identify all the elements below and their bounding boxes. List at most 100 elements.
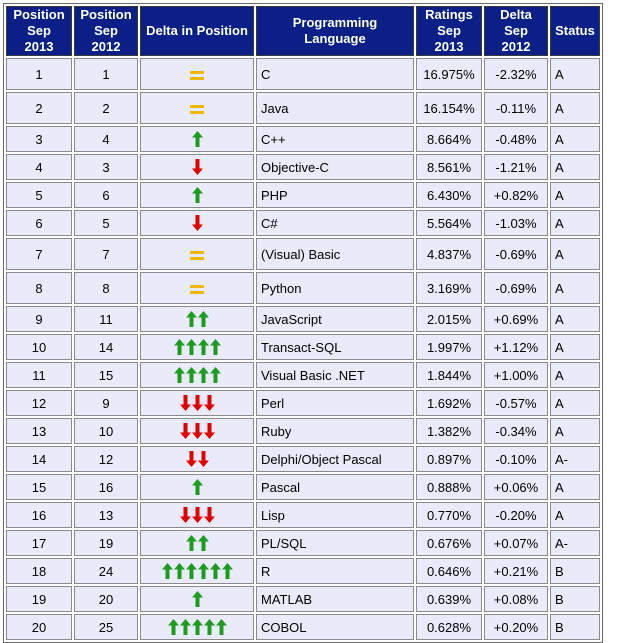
status-cell: A [550,502,600,528]
header-position-2012: Position Sep 2012 [74,6,138,56]
rating-cell: 0.646% [416,558,482,584]
delta-position-cell [140,390,254,416]
status-cell: A [550,182,600,208]
arrow-down-icon [191,507,203,524]
arrow-down-icon [191,159,203,176]
arrow-up-icon [167,619,179,636]
table-row: 6 5 C# 5.564% -1.03% A [6,210,600,236]
position-2013-cell: 3 [6,126,72,152]
delta-rating-cell: +0.21% [484,558,548,584]
delta-rating-cell: -0.11% [484,92,548,124]
equal-icon [190,104,204,114]
position-2013-cell: 20 [6,614,72,640]
rating-cell: 0.676% [416,530,482,556]
arrow-up-icon [209,367,221,384]
delta-rating-cell: -1.03% [484,210,548,236]
delta-position-cell [140,126,254,152]
language-name: (Visual) Basic [256,238,414,270]
position-2013-cell: 8 [6,272,72,304]
arrow-up-icon [209,563,221,580]
delta-rating-cell: -2.32% [484,58,548,90]
status-cell: A [550,238,600,270]
arrow-up-icon [221,563,233,580]
delta-rating-cell: +1.12% [484,334,548,360]
delta-rating-cell: +0.06% [484,474,548,500]
position-2012-cell: 24 [74,558,138,584]
language-name: Delphi/Object Pascal [256,446,414,472]
arrow-up-icon [191,591,203,608]
position-2013-cell: 12 [6,390,72,416]
status-cell: B [550,586,600,612]
delta-position-cell [140,238,254,270]
arrow-up-icon [179,619,191,636]
position-2013-cell: 13 [6,418,72,444]
equal-icon [190,70,204,80]
arrow-up-icon [185,535,197,552]
status-cell: A- [550,530,600,556]
arrow-up-icon [197,367,209,384]
delta-position-cell [140,306,254,332]
header-delta-position: Delta in Position [140,6,254,56]
position-2012-cell: 11 [74,306,138,332]
table-row: 11 15 Visual Basic .NET 1.844% +1.00% A [6,362,600,388]
language-ranking-table: Position Sep 2013 Position Sep 2012 Delta … [3,3,603,643]
arrow-up-icon [197,339,209,356]
header-language: Programming Language [256,6,414,56]
delta-rating-cell: -0.69% [484,272,548,304]
arrow-up-icon [197,311,209,328]
header-delta-ratings-line2: Sep 2012 [501,23,531,54]
language-name: Python [256,272,414,304]
arrow-down-icon [191,395,203,412]
delta-rating-cell: +1.00% [484,362,548,388]
header-ratings-line2: Sep 2013 [434,23,464,54]
table-row: 5 6 PHP 6.430% +0.82% A [6,182,600,208]
position-2013-cell: 5 [6,182,72,208]
table-row: 20 25 COBOL 0.628% +0.20% B [6,614,600,640]
header-position-2012-line2: Sep 2012 [91,23,121,54]
status-cell: A [550,306,600,332]
position-2013-cell: 14 [6,446,72,472]
position-2012-cell: 16 [74,474,138,500]
rating-cell: 0.628% [416,614,482,640]
language-name: Ruby [256,418,414,444]
table-row: 14 12 Delphi/Object Pascal 0.897% -0.10% A- [6,446,600,472]
position-2012-cell: 20 [74,586,138,612]
arrow-up-icon [173,339,185,356]
position-2013-cell: 9 [6,306,72,332]
arrow-down-icon [191,423,203,440]
rating-cell: 1.692% [416,390,482,416]
rating-cell: 0.770% [416,502,482,528]
table-row: 10 14 Transact-SQL 1.997% +1.12% A [6,334,600,360]
position-2012-cell: 15 [74,362,138,388]
delta-rating-cell: +0.20% [484,614,548,640]
arrow-down-icon [191,215,203,232]
status-cell: A [550,334,600,360]
header-delta-ratings: Delta Sep 2012 [484,6,548,56]
status-cell: A [550,362,600,388]
position-2013-cell: 7 [6,238,72,270]
table-row: 18 24 R 0.646% +0.21% B [6,558,600,584]
arrow-down-icon [179,423,191,440]
table-row: 9 11 JavaScript 2.015% +0.69% A [6,306,600,332]
table-row: 15 16 Pascal 0.888% +0.06% A [6,474,600,500]
status-cell: A [550,126,600,152]
table-body: 1 1 C 16.975% -2.32% A 2 2 Java 16.154% -0.11% A 3 4 C… [6,58,600,640]
rating-cell: 8.664% [416,126,482,152]
position-2013-cell: 11 [6,362,72,388]
arrow-up-icon [191,619,203,636]
delta-position-cell [140,586,254,612]
position-2012-cell: 7 [74,238,138,270]
language-name: Objective-C [256,154,414,180]
position-2013-cell: 1 [6,58,72,90]
arrow-down-icon [203,507,215,524]
rating-cell: 8.561% [416,154,482,180]
language-name: PL/SQL [256,530,414,556]
arrow-down-icon [185,451,197,468]
header-position-2013-line2: Sep 2013 [24,23,54,54]
rating-cell: 16.154% [416,92,482,124]
position-2012-cell: 4 [74,126,138,152]
table-row: 4 3 Objective-C 8.561% -1.21% A [6,154,600,180]
status-cell: A [550,418,600,444]
language-name: Perl [256,390,414,416]
delta-rating-cell: -1.21% [484,154,548,180]
